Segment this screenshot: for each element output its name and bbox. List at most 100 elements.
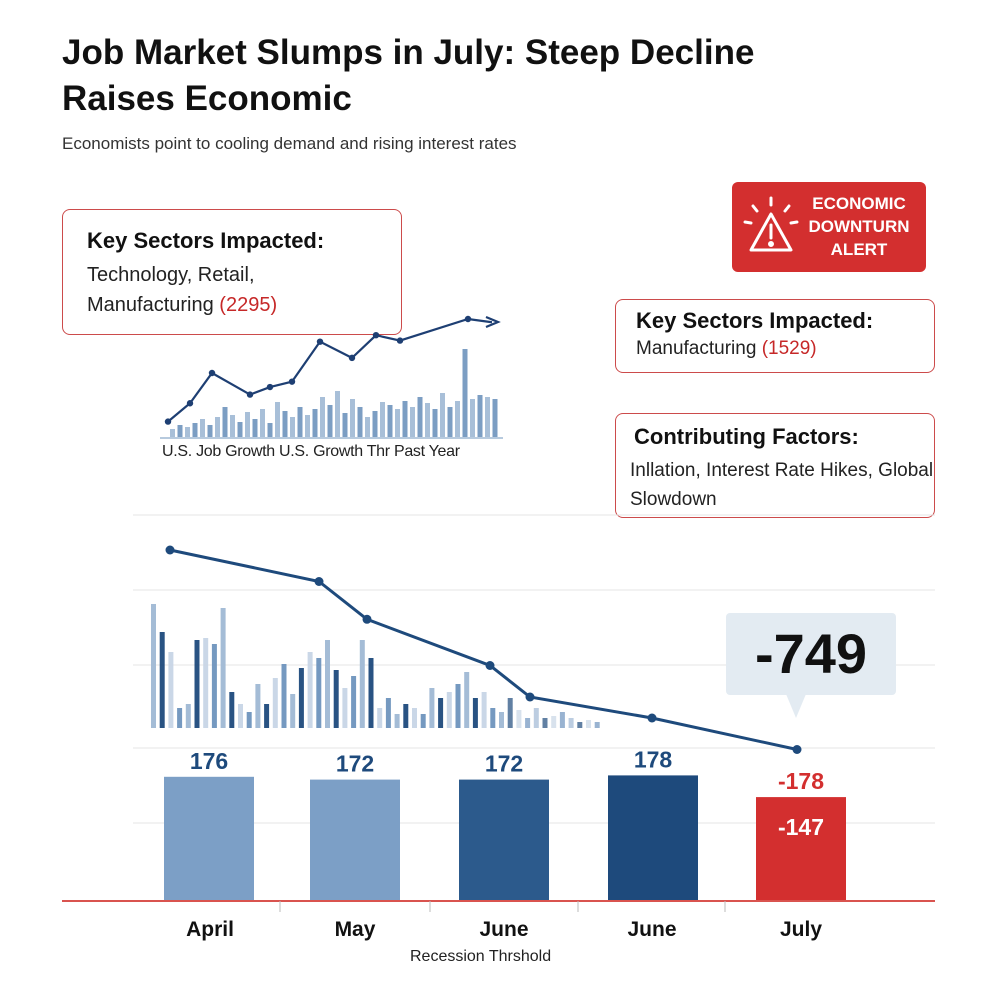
mini-trend-point: [208, 369, 216, 377]
x-axis-label: June: [627, 918, 677, 941]
mini-background-bar: [470, 399, 475, 437]
mini-background-bar: [432, 409, 438, 437]
mini-background-bar: [447, 407, 453, 437]
x-axis-label: April: [186, 918, 234, 941]
mini-background-bar: [350, 399, 355, 437]
background-bar: [516, 710, 522, 728]
mini-background-bar: [485, 397, 490, 437]
mini-background-bar: [170, 429, 175, 437]
trend-point: [485, 661, 495, 670]
mini-background-bar: [462, 349, 468, 437]
background-bar: [559, 712, 565, 728]
bar-april: [164, 776, 254, 900]
page-subtitle: Economists point to cooling demand and r…: [62, 134, 517, 153]
bar-june: [459, 779, 549, 900]
trend-point: [792, 745, 802, 754]
alert-line: DOWNTURN: [808, 217, 910, 236]
background-bar: [203, 638, 209, 728]
mini-trend-point: [186, 400, 194, 407]
background-bar: [316, 658, 322, 728]
mini-background-bar: [305, 415, 310, 437]
mini-background-bar: [200, 419, 205, 437]
mini-background-bar: [477, 395, 483, 437]
mini-background-bar: [245, 412, 250, 437]
trend-point: [362, 614, 372, 624]
background-bar: [481, 692, 487, 728]
background-bar: [220, 608, 226, 728]
x-axis-label: July: [779, 918, 823, 941]
background-bar: [342, 688, 348, 728]
callout-key-sectors-secondary: Key Sectors Impacted: Manufacturing (152…: [615, 299, 935, 373]
background-bar: [551, 716, 557, 728]
background-bar: [151, 604, 156, 728]
callout-key-sectors-primary: Key Sectors Impacted: Technology, Retail…: [62, 209, 402, 335]
mini-background-bar: [267, 423, 273, 437]
mini-background-bar: [380, 402, 385, 437]
callout-sectors-text: Technology, Retail, Manufacturing: [87, 264, 255, 316]
bar-value-label: -178: [778, 768, 824, 794]
alert-line: ECONOMIC: [812, 194, 906, 213]
background-bar: [455, 684, 461, 728]
alert-text: ECONOMIC DOWNTURN ALERT: [798, 192, 920, 261]
background-bar: [446, 692, 452, 728]
background-bar: [594, 722, 600, 728]
background-bar: [159, 632, 165, 728]
mini-chart-title: U.S. Job Growth U.S. Growth Thr Past Yea…: [162, 443, 460, 460]
mini-background-bar: [282, 411, 288, 437]
mini-background-bar: [297, 407, 303, 437]
mini-background-bar: [372, 411, 378, 437]
background-bar: [325, 640, 330, 728]
mini-background-bar: [275, 402, 280, 437]
background-bar: [307, 652, 313, 728]
background-bar: [420, 714, 426, 728]
background-bar: [333, 670, 339, 728]
mini-trend-point: [396, 337, 404, 344]
mini-background-bar: [252, 419, 258, 437]
callout-heading: Key Sectors Impacted:: [87, 228, 325, 253]
background-bar: [185, 704, 191, 728]
background-bar: [290, 694, 296, 728]
mini-background-bar: [387, 405, 393, 437]
background-bar: [385, 698, 391, 728]
background-bar: [359, 640, 365, 728]
mini-background-bar: [260, 409, 265, 437]
bar-inner-label: -147: [778, 814, 824, 840]
mini-background-bar: [440, 393, 445, 437]
background-bar: [377, 708, 383, 728]
mini-trend-line: [167, 317, 493, 423]
background-bar: [246, 712, 252, 728]
background-bar: [507, 698, 513, 728]
warning-icon: [743, 196, 799, 252]
trend-point: [314, 577, 324, 586]
mini-trend-point: [266, 383, 274, 391]
mini-background-bar: [290, 417, 295, 437]
mini-trend-point: [464, 315, 472, 323]
alert-line: ALERT: [830, 240, 888, 259]
background-bar: [211, 644, 217, 728]
background-bar: [264, 704, 270, 728]
recession-threshold-label: Recession Thrshold: [410, 948, 552, 965]
background-bar: [464, 672, 470, 728]
mini-background-bar: [492, 399, 498, 437]
trend-point: [165, 545, 175, 555]
bar-value-label: 176: [190, 748, 228, 774]
mini-background-bar: [402, 401, 408, 437]
background-bar: [394, 714, 400, 728]
background-bar: [577, 722, 583, 728]
x-axis-label: May: [334, 918, 376, 941]
mini-background-bar: [230, 415, 235, 437]
mini-background-bar: [455, 401, 460, 437]
background-bar: [272, 678, 278, 728]
background-bar: [168, 652, 174, 728]
callout-text: Manufacturing (1529): [636, 338, 934, 360]
background-bar: [490, 708, 496, 728]
background-bar: [403, 704, 409, 728]
trend-point: [525, 692, 535, 702]
background-bar: [281, 664, 287, 728]
callout-contributing-factors: Contributing Factors: Inllation, Interes…: [615, 413, 935, 518]
background-bar: [298, 668, 304, 728]
x-axis-label: June: [479, 918, 529, 941]
mini-background-bar: [222, 407, 228, 437]
mini-background-bar: [177, 425, 183, 437]
